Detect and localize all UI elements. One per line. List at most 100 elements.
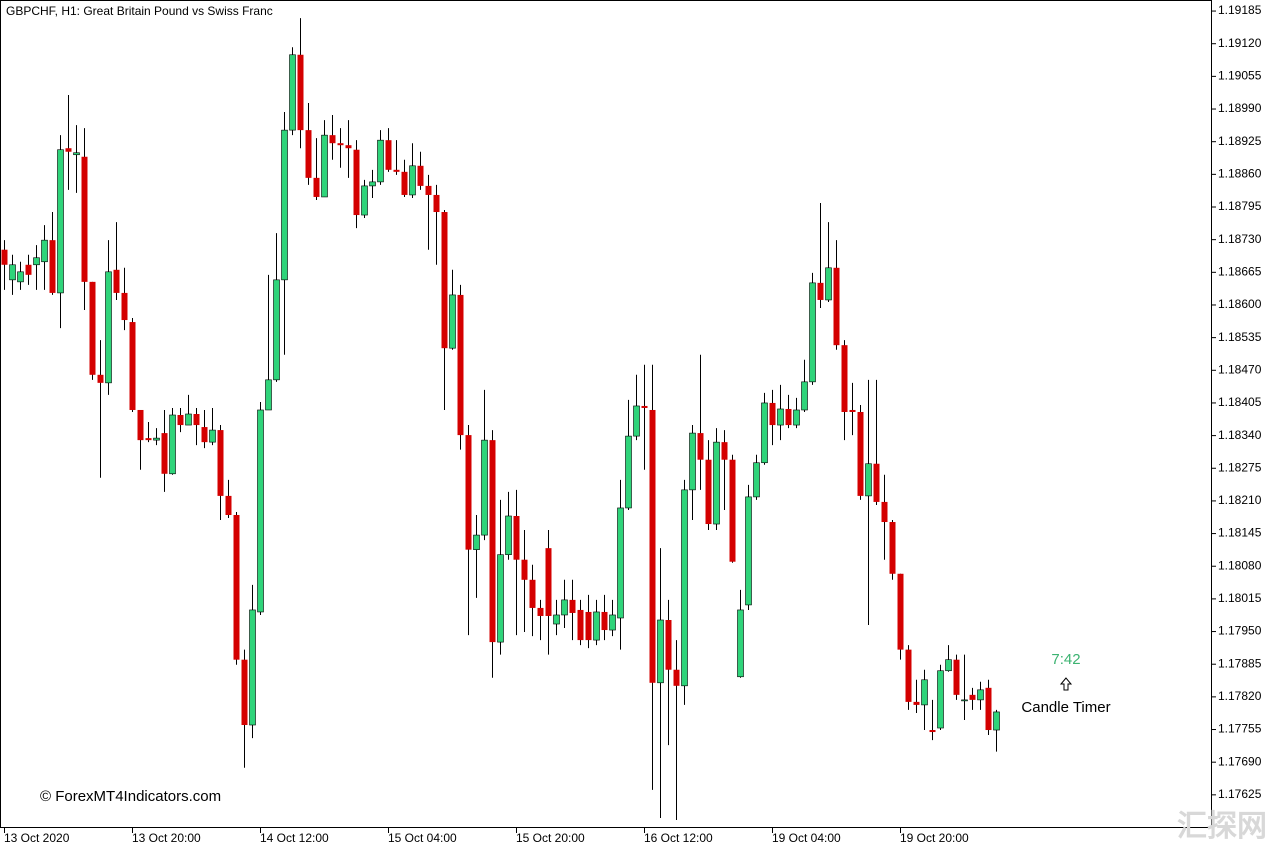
x-tick-label: 14 Oct 12:00 [260, 831, 329, 845]
y-tick-label: 1.18730 [1218, 232, 1262, 246]
y-tick-label: 1.18145 [1218, 526, 1262, 540]
candle-body [777, 408, 784, 426]
candle-body [793, 409, 800, 426]
candle-body [41, 239, 48, 263]
corner-watermark: 汇探网 [1177, 810, 1267, 843]
candle-body [25, 264, 32, 275]
y-tick-label: 1.17820 [1218, 689, 1262, 703]
candle-body [449, 294, 456, 349]
candle-body [209, 429, 216, 443]
candle-body [473, 534, 480, 550]
candle-body [905, 649, 912, 702]
candle-body [393, 169, 400, 172]
candle-body [129, 322, 136, 410]
x-tick-label: 15 Oct 20:00 [516, 831, 585, 845]
x-tick-label: 19 Oct 04:00 [772, 831, 841, 845]
candle-body [985, 687, 992, 731]
candle-body [969, 694, 976, 700]
y-tick-label: 1.18600 [1218, 297, 1262, 311]
candle-body [481, 439, 488, 536]
candle-body [761, 402, 768, 464]
candle-body [137, 409, 144, 441]
candle-body [225, 495, 232, 515]
candle-body [561, 599, 568, 616]
candle-body [785, 408, 792, 426]
candle-body [681, 489, 688, 687]
candle-body [513, 515, 520, 560]
candle-body [425, 185, 432, 195]
plot-frame [0, 0, 1212, 828]
candle-body [569, 599, 576, 613]
candle-body [841, 345, 848, 412]
candle-body [353, 149, 360, 216]
candle-body [185, 413, 192, 426]
candle-body [73, 152, 80, 156]
candle-body [913, 701, 920, 705]
candle-body [273, 279, 280, 381]
candle-body [833, 267, 840, 346]
candle-body [689, 432, 696, 491]
candle-body [193, 414, 200, 426]
candle-body [457, 294, 464, 436]
y-tick-label: 1.18860 [1218, 167, 1262, 181]
candle-body [817, 282, 824, 300]
candle-body [81, 156, 88, 282]
y-tick-label: 1.18470 [1218, 362, 1262, 376]
candle-body [281, 129, 288, 281]
candle-body [249, 609, 256, 726]
candle-body [545, 548, 552, 616]
candle-body [465, 435, 472, 550]
candle-body [825, 267, 832, 301]
candle-body [873, 463, 880, 502]
candle-body [697, 433, 704, 460]
timer-label: Candle Timer [1021, 699, 1110, 716]
y-tick-label: 1.18080 [1218, 558, 1262, 572]
candle-body [329, 135, 336, 144]
candle-body [521, 559, 528, 580]
candle-body [33, 257, 40, 266]
y-tick-label: 1.19055 [1218, 69, 1262, 83]
candle-body [497, 554, 504, 643]
y-tick-label: 1.18925 [1218, 134, 1262, 148]
candle-body [585, 611, 592, 641]
y-tick-label: 1.19185 [1218, 3, 1262, 17]
candle-body [89, 281, 96, 375]
candle-body [617, 507, 624, 619]
candle-body [321, 134, 328, 198]
candle-body [729, 459, 736, 562]
candle-body [929, 730, 936, 733]
candle-body [961, 699, 968, 702]
candle-body [593, 611, 600, 641]
candle-body [49, 240, 56, 293]
candle-body [553, 614, 560, 625]
candle-body [881, 501, 888, 523]
candle-body [505, 515, 512, 555]
candle-body [201, 427, 208, 443]
y-tick-label: 1.17625 [1218, 787, 1262, 801]
candle-body [345, 145, 352, 149]
candle-body [649, 409, 656, 683]
candle-body [257, 409, 264, 613]
candle-body [121, 292, 128, 321]
candle-body [241, 659, 248, 726]
y-tick-label: 1.17885 [1218, 656, 1262, 670]
arrow-icon [1059, 677, 1073, 691]
candle-body [57, 149, 64, 294]
candle-body [65, 148, 72, 152]
timer: 7:42 [1051, 651, 1080, 668]
candle-body [737, 609, 744, 678]
candle-body [105, 271, 112, 384]
candle-body [769, 402, 776, 426]
candle-body [721, 442, 728, 460]
candle-body [673, 669, 680, 686]
candle-body [849, 409, 856, 412]
candle-body [433, 194, 440, 213]
candle-body [313, 177, 320, 197]
x-tick-label: 19 Oct 20:00 [900, 831, 969, 845]
candle-body [897, 573, 904, 650]
y-tick-label: 1.18015 [1218, 591, 1262, 605]
candle-body [441, 212, 448, 349]
y-tick-label: 1.18405 [1218, 395, 1262, 409]
candle-body [633, 405, 640, 437]
